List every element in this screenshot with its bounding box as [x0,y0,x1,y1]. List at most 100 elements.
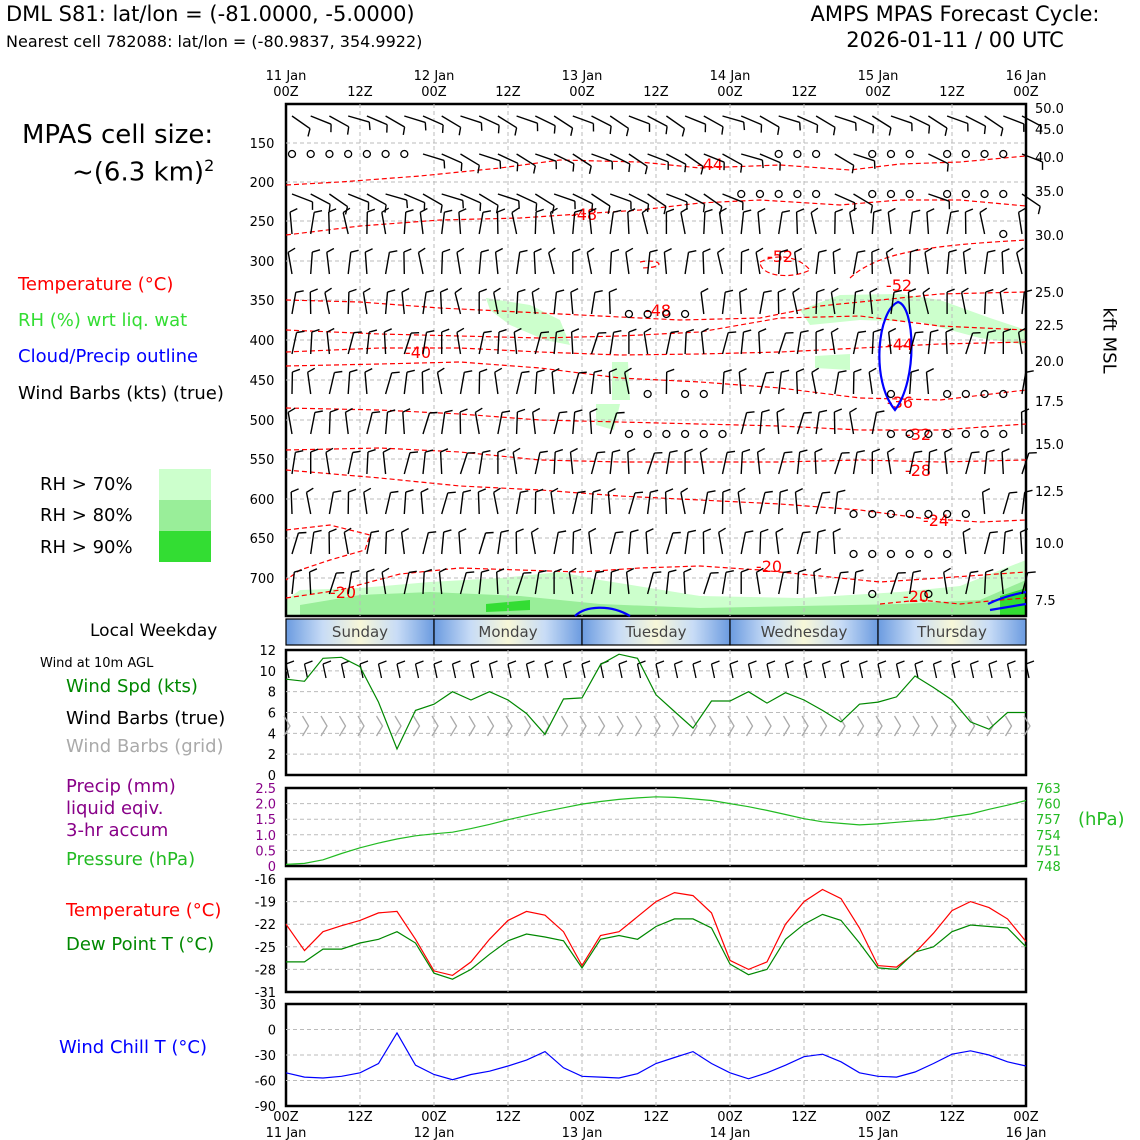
wind-barb-11-24 [740,530,754,555]
wind-barb-7-15 [572,371,587,395]
sfc-barb-grid-39 [1004,715,1013,737]
wind10m-label: Wind at 10m AGL [40,656,154,671]
wind-barb-9-35 [944,447,953,475]
wind-barb-3-22 [703,208,713,235]
wind-barb-7-0 [291,368,301,395]
wind-barb-0-13 [534,115,556,134]
wind-barb-6-7 [422,330,435,355]
calm-marker-12-34 [924,589,933,599]
sfc-barb-true-23 [710,660,720,679]
wind-barb-10-0 [290,488,299,515]
wind-barb-12-1 [308,568,318,595]
wind-barb-7-33 [909,369,920,395]
legend-temperature: Temperature (°C) [18,274,174,295]
wind-barb-6-9 [456,327,465,355]
wind-barb-10-1 [305,487,314,515]
wind-barb-12-21 [683,568,692,595]
top-time-label-2: 00Z [421,85,447,100]
bottom-date-label-10: 16 Jan [1006,1126,1047,1140]
wind-barb-8-12 [515,408,526,435]
wind-barb-8-10 [474,407,483,435]
wind-barb-7-17 [608,368,618,395]
wind-barb-3-18 [627,208,636,235]
wind-barb-0-32 [890,115,913,132]
pressure-label: Pressure (hPa) [66,849,196,870]
wind-barb-0-34 [928,115,948,136]
sfc-barb-true-21 [673,660,683,679]
wind-barb-3-8 [441,209,453,235]
wind-barb-8-24 [740,411,755,435]
sfc-barb-grid-33 [893,715,902,737]
wind-barb-12-0 [291,569,303,595]
temp-contour-label-3: -52 [886,276,912,295]
temp-panel-ytick--16: -16 [255,873,276,888]
wind-barb-4-23 [716,247,725,275]
pressure-panel-rtick-763: 763 [1036,782,1061,797]
wind-barb-1-29 [834,153,855,174]
wind-barb-11-25 [759,528,769,555]
wind-barb-6-15 [570,328,580,355]
sfc-barb-true-6 [396,660,406,679]
wind-barb-1-17 [609,153,631,173]
sfc-barb-grid-27 [782,715,791,737]
sfc-barb-grid-1 [301,715,310,737]
wind-barb-9-14 [553,448,564,475]
windchill-label: Wind Chill T (°C) [59,1037,207,1058]
sfc-barb-grid-11 [486,715,495,737]
wind-barb-6-34 [927,329,939,355]
rh-region-8 [596,404,620,430]
wind-barb-1-9 [460,153,480,174]
wind-barb-0-25 [759,115,780,136]
wind-barb-1-25 [759,153,781,171]
wind-panel-ytick-0: 0 [268,769,276,784]
windchill-panel-ytick--60: -60 [255,1075,276,1090]
wind-barb-12-18 [625,567,635,595]
wind-barb-9-24 [740,448,751,475]
calm-marker-12-31 [868,589,877,599]
wind-barb-4-3 [347,249,359,275]
wind-barb-12-39 [1021,571,1036,595]
calm-marker-1-37 [980,149,989,159]
sfc-barb-true-33 [895,660,905,679]
calm-marker-7-35 [942,389,952,399]
wind-barb-11-18 [628,529,639,555]
wind-barb-4-11 [494,247,504,275]
cell-size-text: ~(6.3 km) [72,157,205,188]
wind-grid-label: Wind Barbs (grid) [66,736,224,757]
wind-barb-8-0 [287,407,296,435]
calm-marker-11-32 [886,549,896,559]
wind-barb-10-24 [737,487,746,515]
wind-barb-5-7 [422,289,435,315]
sfc-barb-true-25 [747,660,757,679]
precip-panel-ytick-0.5: 0.5 [255,844,276,859]
wind-barb-0-0 [291,115,311,137]
wind-barb-0-39 [1021,115,1043,135]
pressure-tick-650: 650 [250,532,275,547]
wind-barb-6-12 [513,327,522,355]
nearest-cell-title: Nearest cell 782088: lat/lon = (-80.9837… [6,32,423,51]
wind-barb-11-0 [291,531,307,555]
wind-barb-5-1 [309,288,318,315]
wind-barb-8-17 [609,411,625,435]
wind-barb-1-16 [591,153,613,170]
wind-barb-9-17 [609,449,621,475]
wind-barb-9-4 [366,448,376,475]
calm-marker-7-36 [961,389,970,399]
sfc-barb-true-10 [470,660,480,679]
calm-marker-7-19 [643,389,652,399]
wind-barb-7-5 [384,371,400,395]
wind-barb-0-17 [609,115,630,137]
wind-barb-9-22 [699,447,708,475]
wind-barb-3-20 [665,208,675,234]
wind-barb-7-20 [665,368,675,395]
temp-panel-ytick--28: -28 [255,963,276,978]
calm-marker-8-22 [699,429,708,439]
wind-barb-4-39 [1016,247,1024,275]
wind-barb-11-16 [588,527,597,555]
station-title: DML S81: lat/lon = (-81.0000, -5.0000) [6,2,415,26]
calm-marker-2-33 [905,189,914,199]
sfc-barb-grid-23 [708,715,717,737]
sfc-barb-true-11 [488,660,498,679]
calm-marker-10-34 [924,509,933,519]
wind-barb-3-17 [609,209,622,235]
